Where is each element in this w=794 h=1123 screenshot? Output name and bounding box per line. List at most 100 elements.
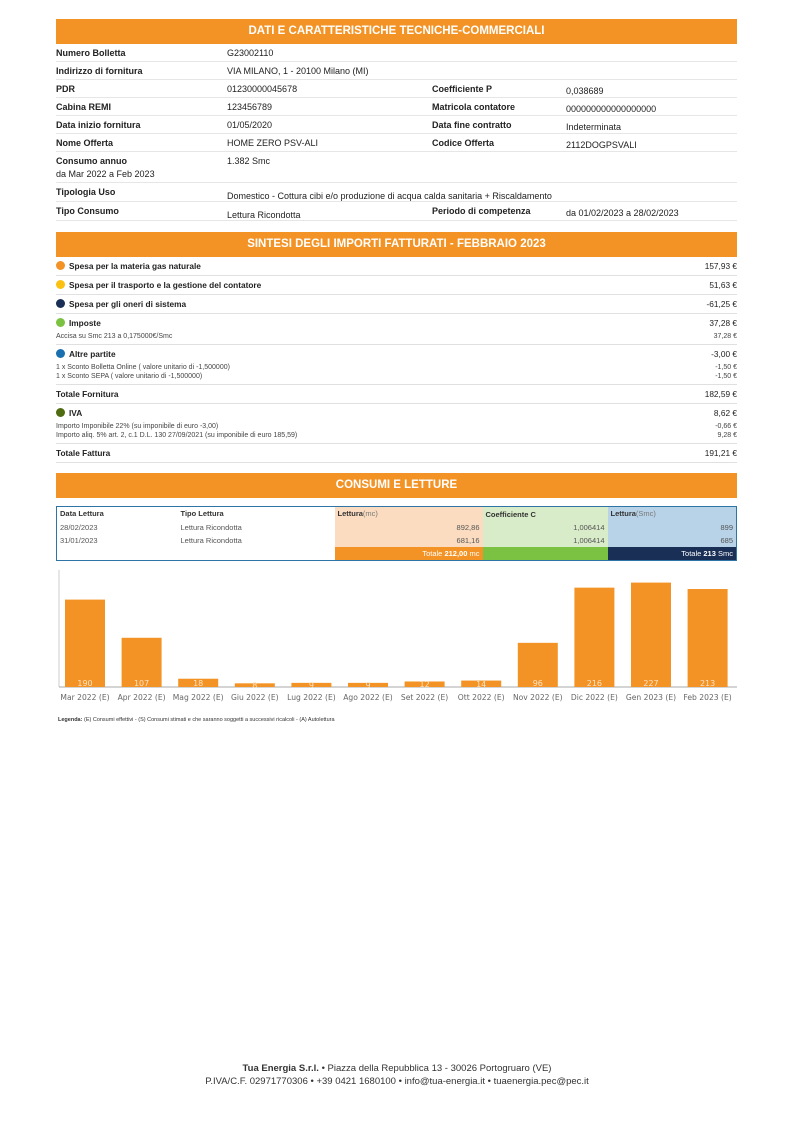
data-label: 227 — [643, 679, 658, 688]
item-amount: 182,59 € — [704, 389, 737, 399]
field-label: Tipologia Uso — [56, 187, 116, 197]
sub-label: 1 x Sconto Bolletta Online ( valore unit… — [56, 364, 230, 371]
sub-label: Accisa su Smc 213 a 0,175000€/Smc — [56, 333, 173, 340]
x-tick-label: Mar 2022 (E) — [60, 693, 109, 702]
item-label: Totale Fattura — [56, 448, 111, 458]
data-label: 18 — [193, 679, 203, 688]
col-header: Data Lettura — [60, 509, 104, 519]
info-row: Tipo Consumo Lettura Ricondotta Periodo di… — [56, 202, 737, 221]
summary-item: Imposte 37,28 € Accisa su Smc 213 a 0,1750… — [56, 314, 737, 345]
x-tick-label: Set 2022 (E) — [401, 693, 448, 702]
billing-summary-section: SINTESI DEGLI IMPORTI FATTURATI - FEBBRA… — [56, 232, 737, 463]
bar — [65, 599, 105, 687]
section-header: CONSUMI E LETTURE — [56, 473, 737, 498]
item-label: Spesa per il trasporto e la gestione del… — [69, 280, 262, 290]
item-label: IVA — [69, 408, 83, 418]
data-label: 8 — [252, 681, 257, 690]
reading-mc: 892,86 — [334, 520, 483, 534]
field-value: Lettura Ricondotta — [227, 210, 301, 220]
bar — [461, 680, 502, 687]
sub-amount: -1,50 € — [715, 364, 737, 371]
category-dot-icon — [56, 261, 65, 270]
field-value: HOME ZERO PSV-ALI — [227, 138, 319, 148]
readings-table: Data Lettura Tipo Lettura Lettura(mc) Co… — [56, 506, 737, 561]
x-tick-label: Dic 2022 (E) — [571, 693, 618, 702]
category-dot-icon — [56, 299, 65, 308]
info-row: Data inizio fornitura 01/05/2020 Data fine… — [56, 116, 737, 134]
field-label: Matricola contatore — [432, 102, 516, 112]
data-label: 213 — [700, 679, 715, 688]
col-header: Lettura(mc) — [334, 506, 483, 521]
sub-amount: 37,28 € — [713, 333, 737, 340]
field-value: 01/05/2020 — [227, 120, 273, 130]
reading-mc: 681,16 — [334, 533, 483, 547]
bar — [291, 682, 332, 687]
field-value: VIA MILANO, 1 - 20100 Milano (MI) — [227, 66, 369, 76]
category-dot-icon — [56, 318, 65, 327]
item-amount: -3,00 € — [711, 349, 737, 359]
field-value: Indeterminata — [566, 122, 622, 132]
category-dot-icon — [56, 408, 65, 417]
reading-smc: 899 — [607, 520, 737, 534]
data-label: 96 — [533, 679, 543, 688]
field-value: 000000000000000000 — [566, 104, 657, 114]
summary-item: Spesa per gli oneri di sistema -61,25 € — [56, 295, 737, 314]
field-value: Domestico - Cottura cibi e/o produzione … — [227, 191, 552, 201]
info-row: Indirizzo di fornitura VIA MILANO, 1 - 20… — [56, 62, 737, 80]
x-tick-label: Giu 2022 (E) — [231, 693, 279, 702]
summary-item: Altre partite -3,00 € 1 x Sconto Bolletta … — [56, 345, 737, 385]
technical-data-section: DATI E CARATTERISTICHE TECNICHE-COMMERCI… — [56, 19, 737, 221]
summary-item: Totale Fattura 191,21 € — [56, 444, 737, 463]
x-tick-label: Ott 2022 (E) — [458, 693, 505, 702]
reading-smc: 685 — [607, 533, 737, 547]
bar — [234, 683, 275, 687]
bar — [517, 642, 558, 687]
item-amount: 8,62 € — [713, 408, 737, 418]
item-amount: 191,21 € — [704, 448, 737, 458]
data-label: 9 — [365, 681, 370, 690]
chart-legend: Legenda: (E) Consumi effettivi - (S) Con… — [58, 717, 335, 723]
field-value: 0,038689 — [566, 86, 604, 96]
x-tick-label: Nov 2022 (E) — [513, 693, 563, 702]
x-tick-label: Lug 2022 (E) — [287, 693, 336, 702]
info-row: Consumo annuo da Mar 2022 a Feb 2023 1.382… — [56, 152, 737, 183]
bar — [404, 681, 445, 687]
field-label: Cabina REMI — [56, 102, 112, 112]
consumption-bar-chart: 190 Mar 2022 (E) 107 Apr 2022 (E) 18 Mag 2022… — [58, 570, 737, 702]
reading-row: 31/01/2023 Lettura Ricondotta 681,16 1,0064… — [57, 533, 737, 547]
field-value: 1.382 Smc — [227, 156, 271, 166]
info-row: PDR 01230000045678 Coefficiente P 0,038689 — [56, 80, 737, 98]
bar — [631, 582, 671, 687]
reading-date: 31/01/2023 — [60, 535, 98, 545]
field-value: 123456789 — [227, 102, 273, 112]
field-label: Coefficiente P — [432, 84, 493, 94]
info-row: Numero Bolletta G23002110 — [56, 44, 737, 62]
x-tick-label: Mag 2022 (E) — [173, 693, 224, 702]
section-header: DATI E CARATTERISTICHE TECNICHE-COMMERCI… — [56, 19, 737, 44]
info-row: Nome Offerta HOME ZERO PSV-ALI Codice Offe… — [56, 134, 737, 152]
reading-date: 28/02/2023 — [60, 522, 98, 532]
field-label: Tipo Consumo — [56, 206, 119, 216]
total-smc: Totale 213 Smc — [607, 546, 737, 560]
reading-row: 28/02/2023 Lettura Ricondotta 892,86 1,0064… — [57, 520, 737, 534]
category-dot-icon — [56, 349, 65, 358]
item-amount: 157,93 € — [704, 261, 737, 271]
bar — [687, 589, 728, 687]
category-dot-icon — [56, 280, 65, 289]
sub-amount: -0,66 € — [715, 423, 737, 430]
col-header: Coefficiente C — [482, 506, 608, 521]
summary-item: Spesa per la materia gas naturale 157,93 … — [56, 257, 737, 276]
summary-item: Spesa per il trasporto e la gestione del… — [56, 276, 737, 295]
field-label: Periodo di competenza — [432, 206, 531, 216]
sub-amount: -1,50 € — [715, 373, 737, 380]
total-mc: Totale 212,00 mc — [334, 546, 483, 560]
footer: Tua Energia S.r.l. • Piazza della Repubb… — [205, 1063, 589, 1087]
data-label: 107 — [134, 679, 149, 688]
info-row: Tipologia Uso Domestico - Cottura cibi e/… — [56, 183, 737, 202]
field-label: Numero Bolletta — [56, 48, 126, 58]
bar — [178, 678, 219, 687]
field-label: PDR — [56, 84, 76, 94]
item-label: Altre partite — [69, 349, 116, 359]
x-tick-label: Feb 2023 (E) — [683, 693, 731, 702]
coefficient: 1,006414 — [482, 533, 608, 547]
